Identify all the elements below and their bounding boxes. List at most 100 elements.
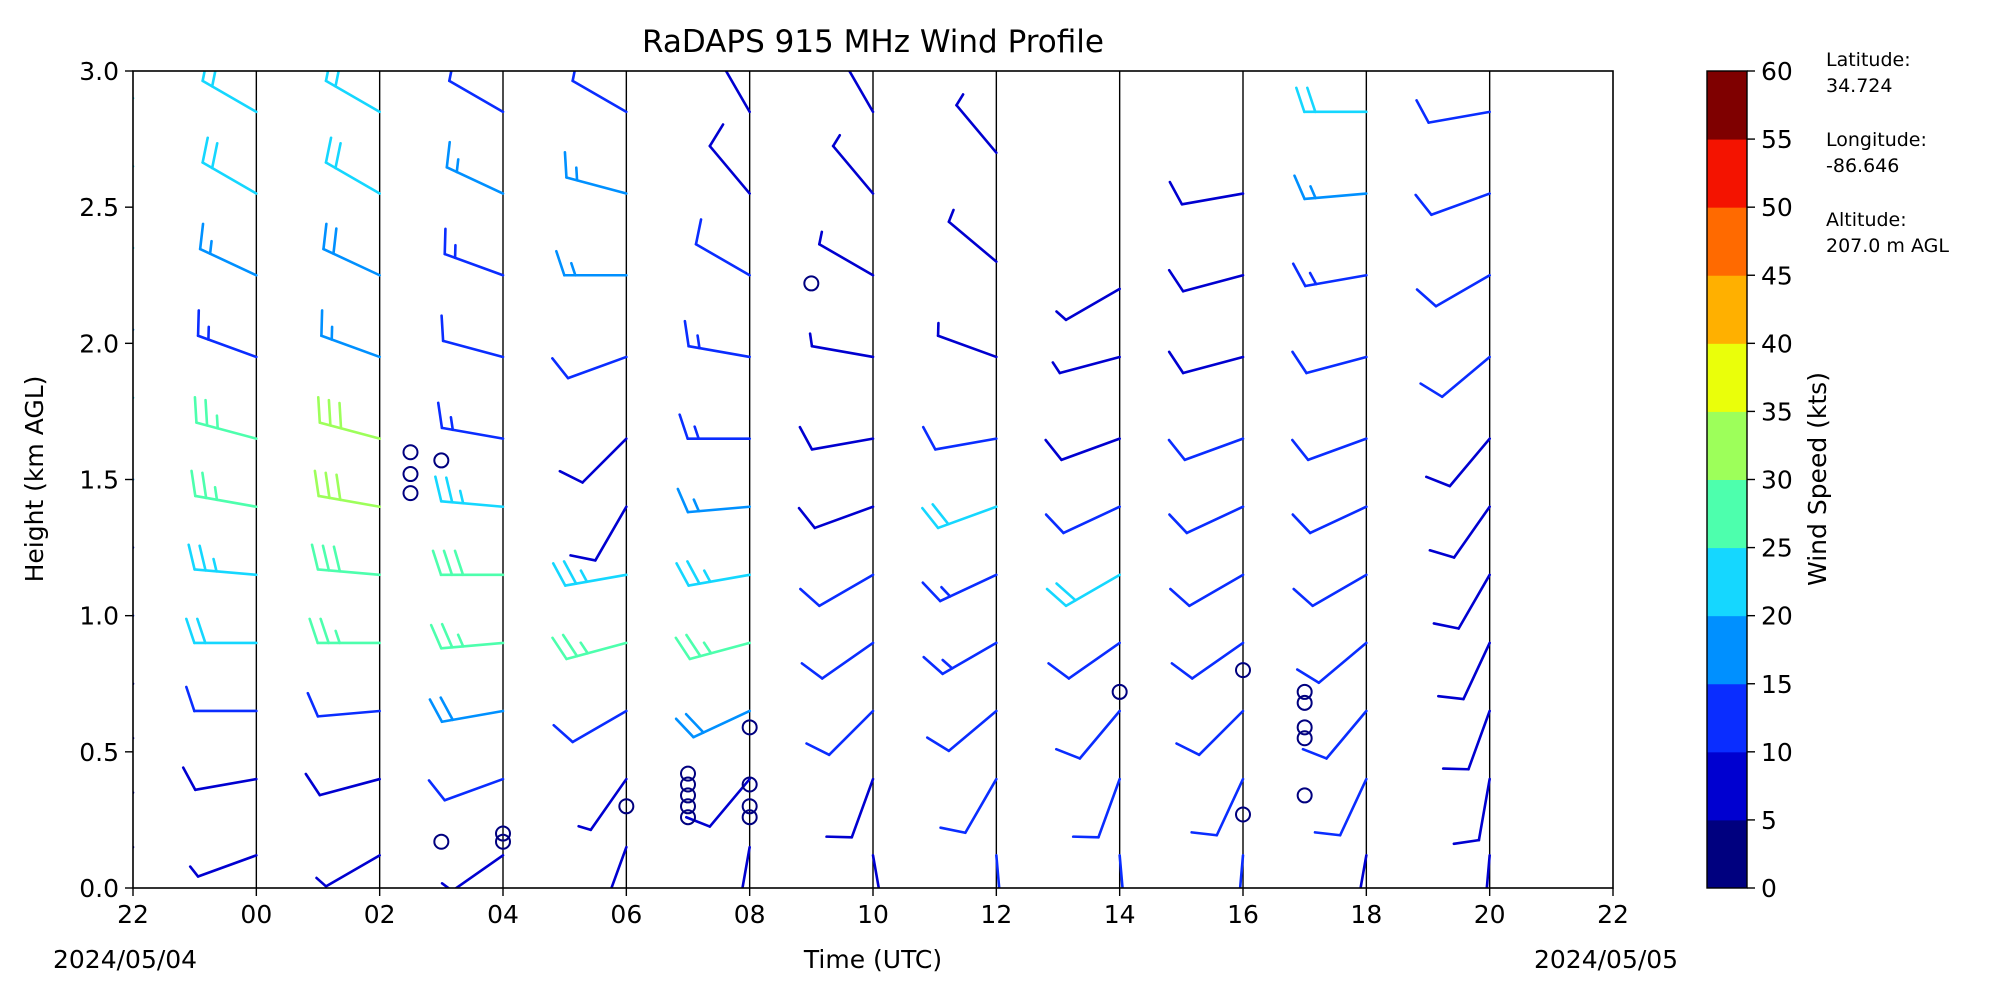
wind-barb [185, 617, 258, 645]
barb-shaft [933, 437, 998, 451]
barb-shaft [324, 161, 381, 195]
wind-barb [724, 71, 751, 114]
x-tick-label: 10 [857, 900, 889, 929]
colorbar-tick-label: 60 [1761, 57, 1793, 86]
barb-shaft [1215, 777, 1245, 837]
barb-shaft [445, 166, 505, 195]
wind-barb [871, 854, 881, 888]
barb-flag [1291, 262, 1307, 288]
barb-half-flag [456, 633, 465, 648]
barb-shaft [196, 854, 258, 878]
barb-shaft [1078, 709, 1121, 760]
barb-shaft [1325, 709, 1368, 760]
end-date-label: 2024/05/05 [1534, 945, 1678, 974]
barb-shaft [947, 220, 998, 263]
barb-flag [1167, 350, 1185, 375]
x-axis: 22 00 02 04 06 08 10 12 14 16 18 20 22 [117, 888, 1629, 929]
wind-barb [1419, 355, 1491, 399]
wind-barb [1359, 854, 1368, 888]
barb-shaft [324, 854, 381, 888]
barb-shaft [195, 421, 258, 440]
barb-flag [308, 617, 319, 645]
colorbar-segment [1707, 71, 1747, 140]
altitude-value: 207.0 m AGL [1826, 235, 1949, 257]
colorbar-tick-label: 10 [1761, 738, 1793, 767]
colorbar-tick-label: 50 [1761, 193, 1793, 222]
wind-barb [921, 573, 998, 603]
barb-shaft [1181, 273, 1245, 293]
barb-flag [181, 766, 197, 792]
colorbar-tick-label: 5 [1761, 806, 1777, 835]
colorbar-tick-label: 55 [1761, 125, 1793, 154]
wind-barb [308, 617, 381, 645]
barb-shaft [201, 161, 258, 195]
barb-flag [304, 772, 322, 797]
barb-shaft [322, 247, 381, 277]
barb-shaft [708, 144, 751, 195]
barb-flag [72, 642, 74, 667]
barb-shaft [741, 845, 751, 888]
colorbar-label: Wind Speed (kts) [1803, 372, 1832, 586]
wind-barb [551, 355, 628, 380]
wind-barb [1054, 709, 1121, 760]
barb-shaft [133, 845, 135, 849]
calm-circle [618, 798, 635, 815]
wind-barb [818, 230, 875, 277]
wind-barb [1055, 287, 1121, 322]
barb-flag [427, 779, 447, 802]
wind-barb [610, 845, 628, 888]
barb-shaft [847, 71, 875, 114]
barb-flag [440, 314, 445, 343]
wind-barb [133, 845, 135, 849]
barb-half-flag [208, 239, 213, 255]
wind-barb [551, 560, 628, 587]
barb-flag [332, 545, 342, 573]
barb-flag [327, 398, 332, 427]
barb-flag [1415, 288, 1438, 308]
wind-barb [921, 503, 998, 530]
calm-circle [495, 825, 511, 842]
wind-barb [324, 71, 381, 114]
barb-shaft [1185, 505, 1245, 535]
barb-shaft [318, 777, 381, 797]
y-tick-label: 0.0 [79, 874, 119, 903]
barb-flag [685, 633, 702, 658]
calm-circle [402, 485, 419, 502]
barb-shaft [454, 854, 505, 888]
wind-barb [1238, 854, 1245, 888]
x-tick-label: 16 [1227, 900, 1259, 929]
barb-shaft [440, 426, 505, 440]
barb-flag [77, 278, 80, 303]
barb-shaft [320, 334, 381, 359]
barb-shaft [133, 546, 135, 549]
wind-barb [1045, 573, 1121, 608]
barb-half-flag [577, 824, 593, 832]
barb-flag [334, 71, 340, 88]
barb-half-flag [188, 865, 200, 878]
wind-barb [181, 766, 258, 792]
barb-flag [85, 355, 86, 380]
barb-shaft [571, 709, 628, 744]
barb-flag [805, 742, 831, 757]
wind-barb [201, 136, 258, 195]
barb-shaft [581, 437, 628, 484]
barb-half-flag [947, 208, 955, 224]
barb-flag [310, 543, 320, 571]
barb-shaft [1311, 573, 1368, 608]
calm-circle [1235, 806, 1251, 823]
barb-flag [1054, 747, 1082, 760]
wind-barb [322, 222, 381, 277]
calm-circle [680, 798, 696, 815]
barb-half-flag [315, 876, 328, 888]
barb-flag [210, 71, 217, 88]
barb-shaft [827, 709, 875, 757]
colorbar-tick-label: 20 [1761, 602, 1793, 631]
colorbar-segment [1707, 547, 1747, 617]
wind-barb [440, 314, 505, 359]
barb-shaft [810, 344, 875, 359]
barb-shaft [324, 79, 381, 114]
wind-barb [947, 208, 998, 263]
colorbar: 0 5 10 15 20 25 30 35 40 45 50 55 60 [1706, 57, 1793, 903]
barb-half-flag [334, 629, 341, 645]
barb-half-flag [81, 526, 83, 539]
